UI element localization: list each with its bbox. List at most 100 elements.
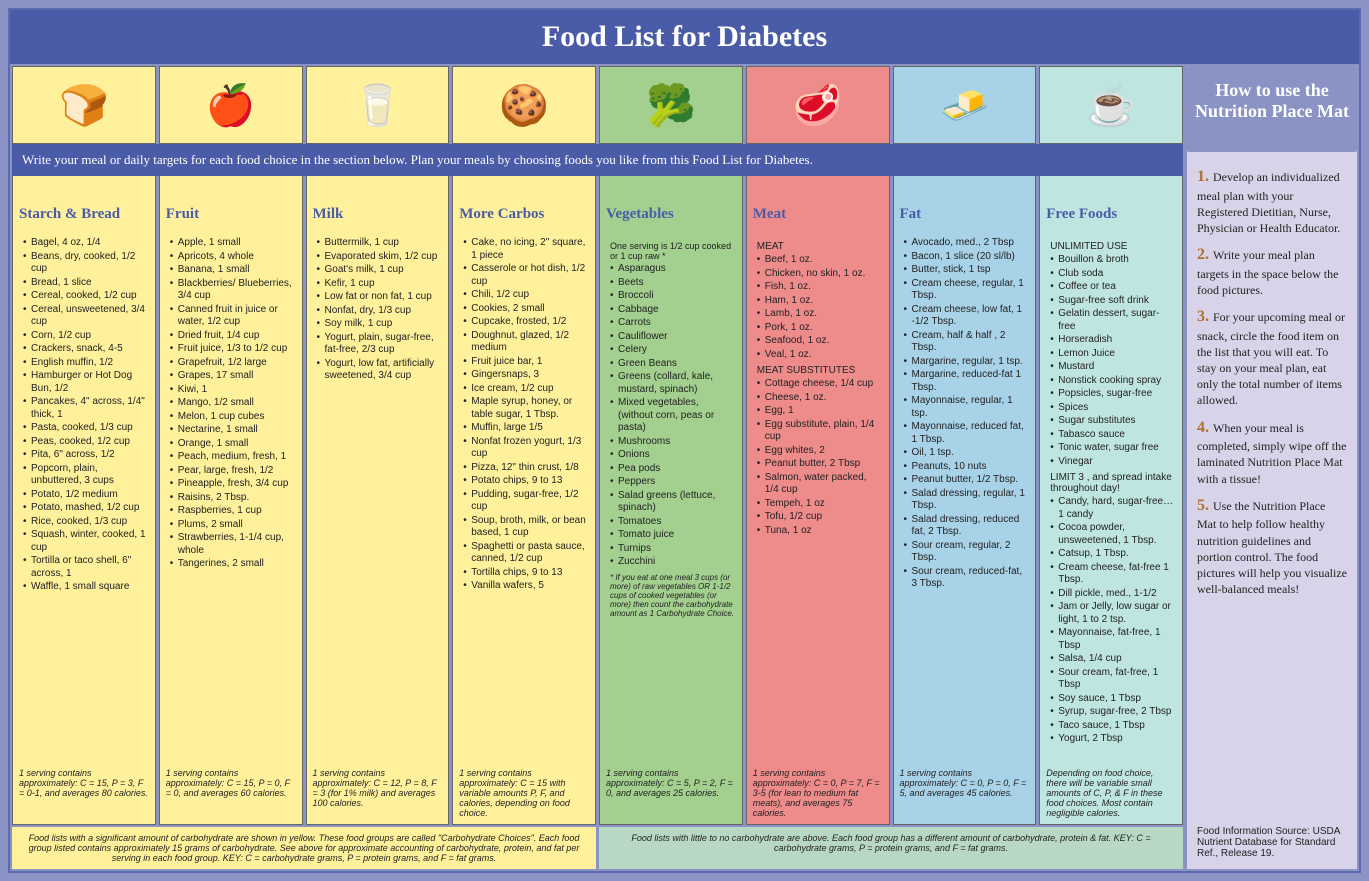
list-item: Hamburger or Hot Dog Bun, 1/2 [23, 370, 149, 395]
list-item: Butter, stick, 1 tsp [904, 264, 1030, 277]
starch-list: Bagel, 4 oz, 1/4Beans, dry, cooked, 1/2 … [23, 237, 149, 594]
carbos-footer: 1 serving contains approximately: C = 15… [452, 762, 596, 825]
list-item: Sugar substitutes [1050, 415, 1176, 428]
list-item: Mayonnaise, fat-free, 1 Tbsp [1050, 627, 1176, 652]
list-item: Casserole or hot dish, 1/2 cup [463, 263, 589, 288]
meat-section-head: MEAT [757, 241, 883, 252]
list-item: Tabasco sauce [1050, 429, 1176, 442]
list-item: Oil, 1 tsp. [904, 447, 1030, 460]
list-item: Greens (collard, kale, mustard, spinach) [610, 371, 736, 396]
sidebar-step: 3. For your upcoming meal or snack, circ… [1197, 306, 1347, 409]
list-item: Cream cheese, low fat, 1 -1/2 Tbsp. [904, 304, 1030, 329]
list-item: Pea pods [610, 463, 736, 476]
list-item: Popsicles, sugar-free [1050, 388, 1176, 401]
list-item: Apricots, 4 whole [170, 251, 296, 264]
list-item: Gingersnaps, 3 [463, 369, 589, 382]
list-item: Pizza, 12" thin crust, 1/8 [463, 462, 589, 475]
list-item: Beef, 1 oz. [757, 254, 883, 267]
list-item: Margarine, reduced-fat 1 Tbsp. [904, 369, 1030, 394]
free-footer: Depending on food choice, there will be … [1039, 762, 1183, 825]
fat-footer: 1 serving contains approximately: C = 0,… [893, 762, 1037, 825]
list-item: Jam or Jelly, low sugar or light, 1 to 2… [1050, 601, 1176, 626]
veg-footnote: * If you eat at one meal 3 cups (or more… [610, 573, 736, 618]
list-item: Pudding, sugar-free, 1/2 cup [463, 489, 589, 514]
list-item: Candy, hard, sugar-free…1 candy [1050, 496, 1176, 521]
veg-list: AsparagusBeetsBroccoliCabbageCarrotsCaul… [610, 263, 736, 569]
list-item: Mushrooms [610, 436, 736, 449]
list-item: Waffle, 1 small square [23, 581, 149, 594]
veg-spacer [599, 176, 743, 198]
list-item: Fruit juice bar, 1 [463, 356, 589, 369]
food-area: 🍞🍎🥛🍪🥦🥩🧈☕ Write your meal or daily target… [12, 66, 1183, 869]
list-item: Margarine, regular, 1 tsp. [904, 356, 1030, 369]
meat-section-list: Beef, 1 oz.Chicken, no skin, 1 oz.Fish, … [757, 254, 883, 361]
poster-frame: Food List for Diabetes 🍞🍎🥛🍪🥦🥩🧈☕ Write yo… [8, 8, 1361, 873]
list-item: Goat's milk, 1 cup [317, 264, 443, 277]
list-item: Pancakes, 4" across, 1/4" thick, 1 [23, 396, 149, 421]
list-item: Beets [610, 277, 736, 290]
list-item: Canned fruit in juice or water, 1/2 cup [170, 304, 296, 329]
bottom-note-right: Food lists with little to no carbohydrat… [599, 827, 1183, 869]
list-item: Beans, dry, cooked, 1/2 cup [23, 251, 149, 276]
list-item: Bread, 1 slice [23, 277, 149, 290]
list-item: Tortilla or taco shell, 6" across, 1 [23, 555, 149, 580]
list-item: Avocado, med., 2 Tbsp [904, 237, 1030, 250]
fat-spacer [893, 176, 1037, 198]
carbos-list: Cake, no icing, 2" square, 1 pieceCasser… [463, 237, 589, 593]
list-item: Tofu, 1/2 cup [757, 511, 883, 524]
list-item: Crackers, snack, 4-5 [23, 343, 149, 356]
list-item: Tortilla chips, 9 to 13 [463, 567, 589, 580]
list-item: Strawberries, 1-1/4 cup, whole [170, 532, 296, 557]
list-item: Apple, 1 small [170, 237, 296, 250]
list-item: Coffee or tea [1050, 281, 1176, 294]
list-item: Blackberries/ Blueberries, 3/4 cup [170, 278, 296, 303]
fruit-footer: 1 serving contains approximately: C = 15… [159, 762, 303, 825]
free-section-head: LIMIT 3 , and spread intake throughout d… [1050, 472, 1176, 494]
list-item: Egg whites, 2 [757, 445, 883, 458]
list-item: Potato, 1/2 medium [23, 489, 149, 502]
list-item: Potato chips, 9 to 13 [463, 475, 589, 488]
list-item: Spaghetti or pasta sauce, canned, 1/2 cu… [463, 541, 589, 566]
list-item: Buttermilk, 1 cup [317, 237, 443, 250]
sidebar-step: 4. When your meal is completed, simply w… [1197, 417, 1347, 487]
list-item: Sour cream, fat-free, 1 Tbsp [1050, 667, 1176, 692]
list-item: Tuna, 1 oz [757, 525, 883, 538]
list-item: Maple syrup, honey, or table sugar, 1 Tb… [463, 396, 589, 421]
list-item: Pork, 1 oz. [757, 322, 883, 335]
meat-footer: 1 serving contains approximately: C = 0,… [746, 762, 890, 825]
fruit-body: Apple, 1 smallApricots, 4 wholeBanana, 1… [159, 231, 303, 762]
list-item: Vanilla wafers, 5 [463, 580, 589, 593]
list-item: Club soda [1050, 268, 1176, 281]
list-item: Sour cream, regular, 2 Tbsp. [904, 540, 1030, 565]
meat-icon: 🥩 [746, 66, 890, 144]
milk-list: Buttermilk, 1 cupEvaporated skim, 1/2 cu… [317, 237, 443, 383]
list-item: Mango, 1/2 small [170, 397, 296, 410]
list-item: Tempeh, 1 oz [757, 498, 883, 511]
list-item: Peppers [610, 476, 736, 489]
step-number: 1. [1197, 168, 1213, 185]
list-item: Nectarine, 1 small [170, 424, 296, 437]
list-item: Salad dressing, reduced fat, 2 Tbsp. [904, 514, 1030, 539]
list-item: Corn, 1/2 cup [23, 330, 149, 343]
free-section-list: Candy, hard, sugar-free…1 candyCocoa pow… [1050, 496, 1176, 746]
list-item: Carrots [610, 317, 736, 330]
list-item: Tomatoes [610, 516, 736, 529]
list-item: Cereal, cooked, 1/2 cup [23, 290, 149, 303]
list-item: Grapefruit, 1/2 large [170, 357, 296, 370]
list-item: Plums, 2 small [170, 519, 296, 532]
fruit-icon: 🍎 [159, 66, 303, 144]
list-item: Chili, 1/2 cup [463, 289, 589, 302]
list-item: Mayonnaise, reduced fat, 1 Tbsp. [904, 421, 1030, 446]
list-item: Catsup, 1 Tbsp. [1050, 548, 1176, 561]
list-item: Zucchini [610, 556, 736, 569]
list-item: Sour cream, reduced-fat, 3 Tbsp. [904, 566, 1030, 591]
free-header: Free Foods [1039, 198, 1183, 231]
page-title: Food List for Diabetes [10, 10, 1359, 64]
list-item: Bacon, 1 slice (20 sl/lb) [904, 251, 1030, 264]
bottom-notes: Food lists with a significant amount of … [12, 827, 1183, 869]
list-item: Tonic water, sugar free [1050, 442, 1176, 455]
list-item: Tomato juice [610, 529, 736, 542]
list-item: Peanut butter, 1/2 Tbsp. [904, 474, 1030, 487]
footer-row: 1 serving contains approximately: C = 15… [12, 762, 1183, 825]
spacer-row [12, 176, 1183, 198]
